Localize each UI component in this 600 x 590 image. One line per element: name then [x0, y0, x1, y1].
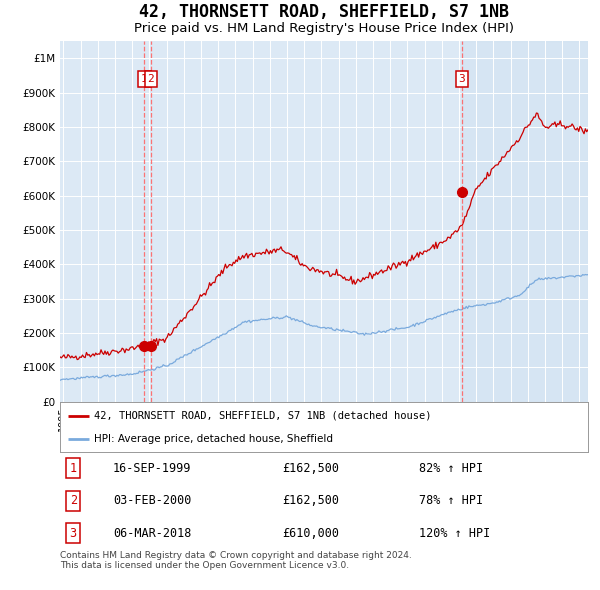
- Text: Contains HM Land Registry data © Crown copyright and database right 2024.
This d: Contains HM Land Registry data © Crown c…: [60, 551, 412, 570]
- Text: 1: 1: [141, 74, 148, 84]
- Text: 2: 2: [148, 74, 154, 84]
- Text: 120% ↑ HPI: 120% ↑ HPI: [419, 527, 490, 540]
- Text: 82% ↑ HPI: 82% ↑ HPI: [419, 462, 483, 475]
- Text: £162,500: £162,500: [282, 494, 339, 507]
- Text: 78% ↑ HPI: 78% ↑ HPI: [419, 494, 483, 507]
- Text: HPI: Average price, detached house, Sheffield: HPI: Average price, detached house, Shef…: [94, 434, 334, 444]
- Text: 42, THORNSETT ROAD, SHEFFIELD, S7 1NB (detached house): 42, THORNSETT ROAD, SHEFFIELD, S7 1NB (d…: [94, 411, 432, 421]
- Text: 16-SEP-1999: 16-SEP-1999: [113, 462, 191, 475]
- Text: 42, THORNSETT ROAD, SHEFFIELD, S7 1NB: 42, THORNSETT ROAD, SHEFFIELD, S7 1NB: [139, 2, 509, 21]
- Text: 06-MAR-2018: 06-MAR-2018: [113, 527, 191, 540]
- Text: £610,000: £610,000: [282, 527, 339, 540]
- Text: 3: 3: [70, 527, 77, 540]
- Text: 1: 1: [70, 462, 77, 475]
- Text: 3: 3: [458, 74, 466, 84]
- Bar: [462, 41, 588, 402]
- Text: 03-FEB-2000: 03-FEB-2000: [113, 494, 191, 507]
- Text: Price paid vs. HM Land Registry's House Price Index (HPI): Price paid vs. HM Land Registry's House …: [134, 22, 514, 35]
- Text: £162,500: £162,500: [282, 462, 339, 475]
- Text: 2: 2: [70, 494, 77, 507]
